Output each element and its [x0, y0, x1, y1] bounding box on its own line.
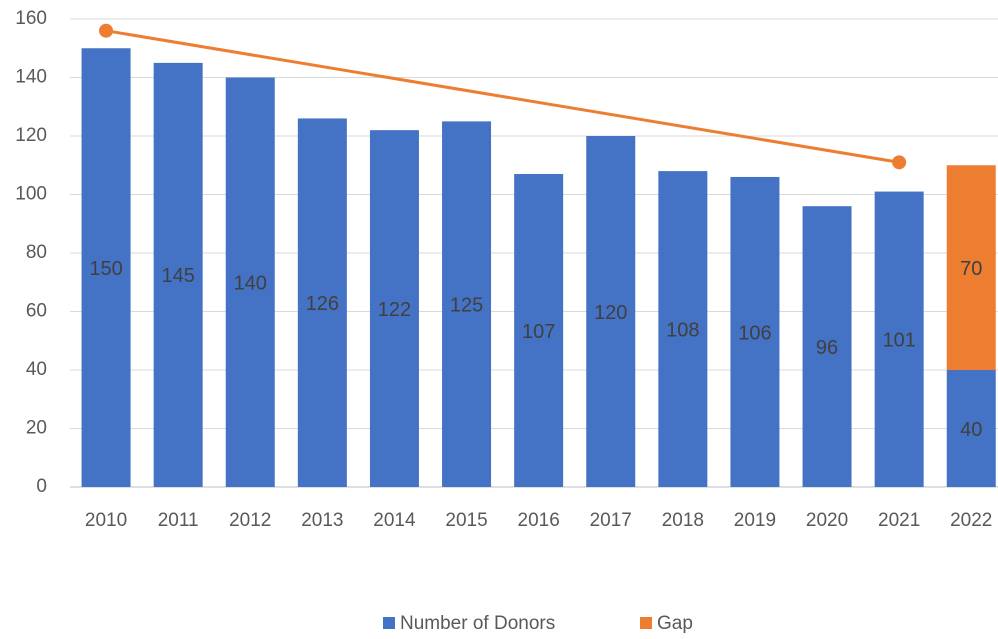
y-tick-label: 140 [15, 67, 47, 88]
x-tick-label: 2020 [806, 510, 848, 531]
trend-point [99, 23, 114, 38]
bar [802, 206, 852, 487]
bar [225, 77, 275, 487]
bar [874, 191, 924, 487]
data-label: 70 [960, 258, 982, 280]
data-label: 107 [522, 321, 555, 343]
data-label: 101 [882, 330, 915, 352]
bar [946, 370, 996, 487]
data-label: 108 [666, 319, 699, 341]
x-tick-label: 2015 [445, 510, 487, 531]
y-tick-label: 100 [15, 184, 47, 205]
bar [658, 171, 708, 487]
data-label: 125 [450, 294, 483, 316]
x-tick-label: 2019 [734, 510, 776, 531]
trend-point [892, 155, 907, 170]
x-tick-label: 2022 [950, 510, 992, 531]
bar [730, 176, 780, 487]
data-label: 120 [594, 302, 627, 324]
y-tick-label: 160 [15, 8, 47, 29]
y-tick-label: 60 [26, 301, 47, 322]
data-label: 40 [960, 419, 982, 441]
data-label: 96 [816, 337, 838, 359]
x-tick-label: 2013 [301, 510, 343, 531]
x-tick-label: 2018 [662, 510, 704, 531]
data-label: 145 [161, 265, 194, 287]
legend-swatch [640, 617, 652, 629]
x-tick-label: 2016 [518, 510, 560, 531]
data-label: 126 [306, 293, 339, 315]
legend-label: Number of Donors [400, 613, 555, 634]
y-tick-label: 40 [26, 359, 47, 380]
x-tick-label: 2014 [373, 510, 416, 531]
data-label: 150 [89, 258, 122, 280]
legend-label: Gap [657, 613, 693, 634]
bar [297, 118, 347, 487]
x-tick-label: 2017 [590, 510, 632, 531]
y-tick-label: 0 [36, 476, 47, 497]
y-tick-label: 20 [26, 418, 47, 439]
y-tick-label: 120 [15, 125, 47, 146]
x-tick-label: 2012 [229, 510, 271, 531]
data-label: 122 [378, 299, 411, 321]
x-tick-label: 2021 [878, 510, 920, 531]
bar [153, 62, 203, 487]
data-label: 140 [234, 273, 267, 295]
x-tick-label: 2011 [158, 510, 199, 531]
y-tick-label: 80 [26, 242, 47, 263]
bar [442, 121, 492, 487]
bar [81, 48, 131, 487]
bar [369, 130, 419, 487]
bar [514, 174, 564, 487]
x-tick-label: 2010 [85, 510, 127, 531]
data-label: 106 [738, 322, 771, 344]
trend-line [105, 29, 900, 164]
legend-swatch [383, 617, 395, 629]
bar [586, 136, 636, 487]
bar [946, 165, 996, 370]
